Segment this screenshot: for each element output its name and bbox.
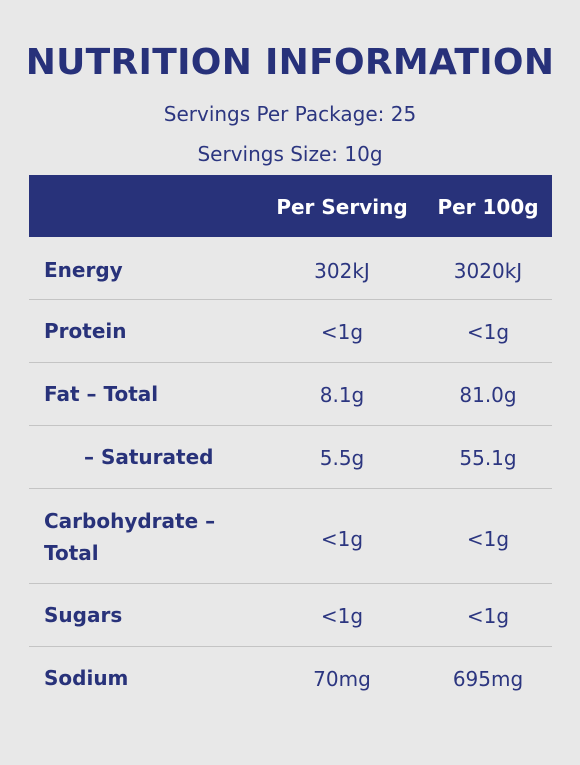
nutrition-table: Per Serving Per 100g Energy 302kJ 3020kJ… (29, 175, 552, 709)
table-row-carbohydrate: Carbohydrate – Total <1g <1g (29, 489, 552, 584)
per-serving-value: <1g (320, 604, 364, 628)
servings-per-package: Servings Per Package: 25 (163, 102, 417, 126)
row-label-line2: Total (44, 541, 99, 565)
row-label: Carbohydrate – (44, 509, 216, 533)
table-row-sodium: Sodium 70mg 695mg (29, 647, 552, 709)
row-label: Protein (44, 319, 127, 343)
per-100g-value: 695mg (452, 667, 524, 691)
per-100g-value: <1g (466, 527, 510, 551)
per-serving-value: 5.5g (319, 446, 365, 470)
per-serving-value: 70mg (313, 667, 371, 691)
per-100g-value: <1g (466, 604, 510, 628)
per-100g-value: <1g (466, 320, 510, 344)
table-row-fat-total: Fat – Total 8.1g 81.0g (29, 363, 552, 426)
table-row-saturated: – Saturated 5.5g 55.1g (29, 426, 552, 489)
row-label: Sodium (44, 666, 129, 690)
table-row-protein: Protein <1g <1g (29, 300, 552, 363)
header-per-100g: Per 100g (437, 195, 539, 219)
per-serving-value: <1g (320, 320, 364, 344)
table-row-sugars: Sugars <1g <1g (29, 584, 552, 647)
panel-title: NUTRITION INFORMATION (25, 42, 555, 83)
table-row-energy: Energy 302kJ 3020kJ (29, 237, 552, 300)
serving-size: Servings Size: 10g (197, 142, 383, 166)
row-label: Fat – Total (44, 382, 159, 406)
per-100g-value: 81.0g (459, 383, 517, 407)
row-label: Sugars (44, 603, 123, 627)
per-100g-value: 55.1g (459, 446, 517, 470)
row-label: Energy (44, 258, 123, 282)
per-serving-value: <1g (320, 527, 364, 551)
row-label: – Saturated (84, 445, 214, 469)
per-serving-value: 302kJ (314, 259, 370, 283)
header-per-serving: Per Serving (276, 195, 408, 219)
per-serving-value: 8.1g (319, 383, 365, 407)
per-100g-value: 3020kJ (453, 259, 523, 283)
table-header: Per Serving Per 100g (29, 175, 552, 237)
